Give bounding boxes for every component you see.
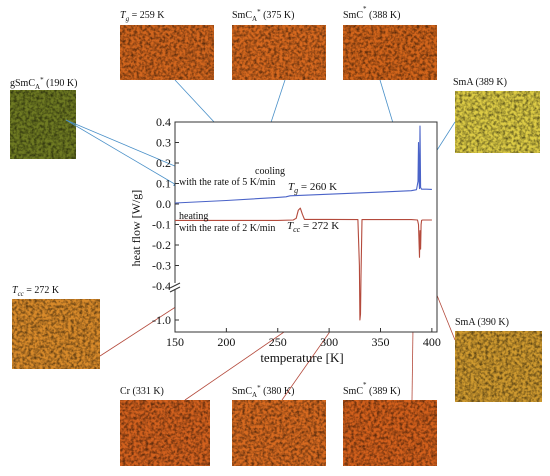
- tcc-annotation: Tcc = 272 K: [287, 220, 339, 234]
- y-tick-label: 0.0: [156, 197, 171, 211]
- y-tick-label: -0.3: [152, 259, 171, 273]
- thumbnail-label: Tcc = 272 K: [12, 285, 60, 298]
- x-tick-label: 150: [166, 335, 184, 349]
- x-tick-label: 350: [371, 335, 389, 349]
- thumbnail-label: Cr (331 K): [120, 386, 164, 397]
- thumbnail-label: SmC* (388 K): [343, 5, 400, 21]
- x-axis-label: temperature [K]: [260, 350, 343, 365]
- x-tick-label: 200: [217, 335, 235, 349]
- thumbnail-9: SmC* (389 K): [343, 381, 437, 466]
- thumbnail-2: SmC* (388 K): [343, 5, 437, 80]
- y-tick-label: -0.4: [152, 279, 171, 293]
- cooling-rate-label: with the rate of 5 K/min: [179, 177, 275, 188]
- x-tick-label: 250: [269, 335, 287, 349]
- y-tick-label: -0.2: [152, 238, 171, 252]
- thumbnail-label: SmA (389 K): [453, 77, 507, 88]
- thumbnail-label: SmA (390 K): [455, 317, 509, 328]
- axis-break: [169, 282, 181, 293]
- thumbnail-5: Tcc = 272 K: [12, 285, 100, 369]
- y-tick-label: 0.1: [156, 177, 171, 191]
- x-tick-label: 300: [320, 335, 338, 349]
- plot-frame: [174, 121, 438, 333]
- thumbnail-label: SmC* (389 K): [343, 381, 400, 397]
- thumbnail-8: SmCA* (380 K): [232, 384, 326, 466]
- series-line-heating: [175, 207, 432, 321]
- series-line-cooling: [174, 125, 432, 204]
- thumbnail-0: Tg = 259 K: [120, 10, 214, 80]
- y-axis-label: heat flow [W/g]: [129, 190, 143, 267]
- thumbnail-6: SmA (390 K): [455, 317, 542, 402]
- heating-label: heating: [179, 211, 208, 222]
- heating-rate-label: with the rate of 2 K/min: [179, 223, 275, 234]
- thumbnail-label: gSmCA* (190 K): [10, 76, 77, 91]
- tg-annotation: Tg = 260 K: [288, 181, 337, 195]
- thumbnail-7: Cr (331 K): [120, 386, 210, 466]
- thumbnail-label: SmCA* (380 K): [232, 384, 294, 399]
- y-tick-label: 0.4: [156, 115, 171, 129]
- y-tick-label: -0.1: [152, 218, 171, 232]
- x-tick-label: 400: [423, 335, 441, 349]
- thumbnail-4: SmA (389 K): [453, 77, 540, 153]
- thumbnail-label: Tg = 259 K: [120, 10, 165, 23]
- y-tick-label: 0.3: [156, 136, 171, 150]
- y-tick-label: 0.2: [156, 156, 171, 170]
- thumbnail-label: SmCA* (375 K): [232, 8, 294, 23]
- cooling-label: cooling: [255, 166, 285, 177]
- thumbnail-1: SmCA* (375 K): [232, 8, 326, 80]
- thumbnail-3: gSmCA* (190 K): [10, 76, 77, 159]
- y-tick-label: -1.0: [152, 313, 171, 327]
